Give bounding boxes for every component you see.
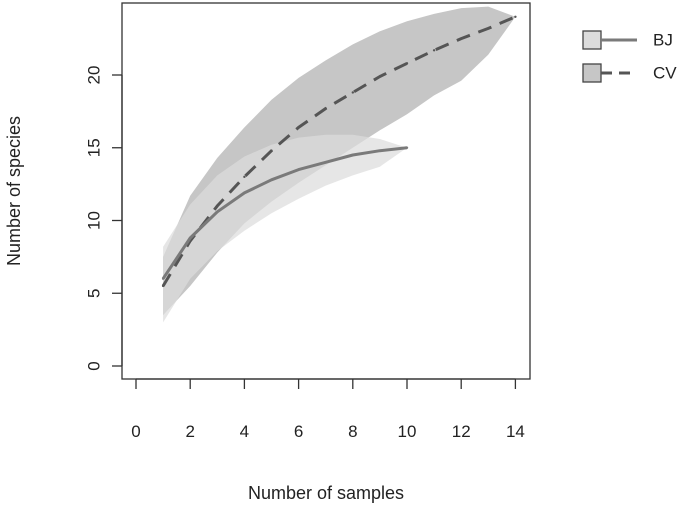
- series-line-cv: [161, 15, 516, 287]
- data-point-cv: [243, 175, 246, 179]
- data-point-cv: [297, 126, 300, 129]
- data-point-cv: [270, 149, 273, 152]
- data-point-bj: [324, 161, 327, 164]
- data-point-cv: [161, 284, 165, 288]
- legend-label-cv: CV: [653, 64, 677, 83]
- y-tick-label: 20: [85, 66, 104, 85]
- data-point-cv: [216, 204, 219, 208]
- data-point-cv: [460, 37, 463, 40]
- data-point-cv: [514, 15, 517, 18]
- data-point-bj: [216, 210, 219, 213]
- series-line-bj: [161, 146, 408, 280]
- x-tick-label: 2: [185, 422, 194, 441]
- x-tick-label: 0: [131, 422, 140, 441]
- series-lines: [161, 15, 517, 288]
- data-point-bj: [378, 149, 382, 152]
- data-point-bj: [189, 236, 192, 240]
- data-point-bj: [243, 191, 246, 195]
- x-axis-title: Number of samples: [248, 483, 404, 503]
- x-tick-label: 8: [348, 422, 357, 441]
- y-tick-label: 10: [85, 211, 104, 230]
- x-tick-label: 4: [240, 422, 249, 441]
- data-point-bj: [161, 277, 165, 280]
- legend: BJ CV: [582, 30, 677, 83]
- data-point-cv: [378, 75, 382, 78]
- confidence-band-bj: [163, 134, 407, 323]
- confidence-band-cv: [163, 6, 516, 316]
- x-tick-label: 10: [398, 422, 417, 441]
- y-tick-label: 0: [85, 361, 104, 370]
- data-point-bj: [351, 153, 354, 157]
- y-axis-title: Number of species: [4, 116, 24, 266]
- x-tick-label: 12: [452, 422, 471, 441]
- x-tick-label: 14: [506, 422, 525, 441]
- data-point-cv: [324, 107, 327, 110]
- data-point-bj: [405, 146, 409, 149]
- data-point-cv: [487, 27, 490, 30]
- confidence-bands: [163, 6, 516, 323]
- data-point-cv: [351, 91, 354, 94]
- y-tick-label: 15: [85, 138, 104, 157]
- data-point-cv: [432, 49, 436, 52]
- data-point-cv: [405, 62, 409, 65]
- legend-label-bj: BJ: [653, 31, 673, 50]
- legend-swatch-bj: [582, 30, 602, 50]
- x-axis: 0 2 4 6 8 10 12 14: [131, 378, 525, 441]
- legend-swatch-cv: [582, 63, 602, 83]
- data-point-bj: [270, 178, 273, 181]
- data-point-bj: [297, 168, 300, 171]
- y-axis: 0 5 10 15 20: [85, 66, 123, 371]
- x-tick-label: 6: [294, 422, 303, 441]
- y-tick-label: 5: [85, 289, 104, 298]
